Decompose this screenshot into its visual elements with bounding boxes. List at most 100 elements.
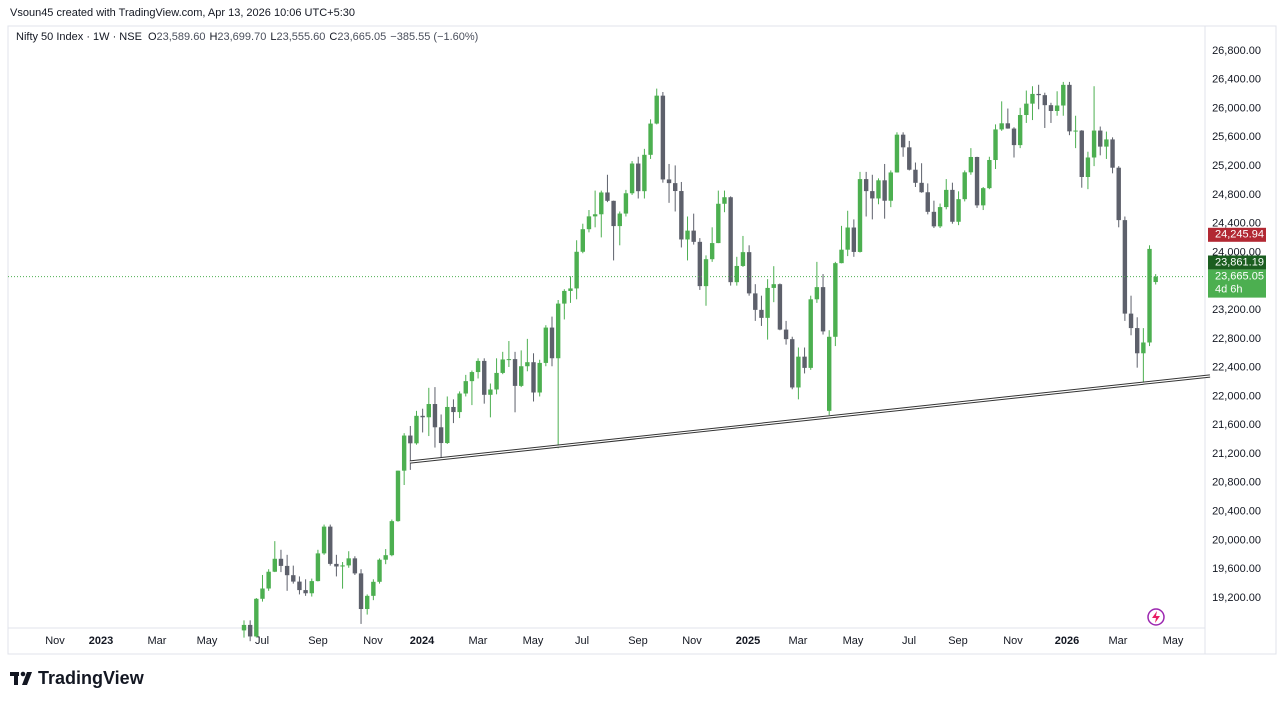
candle-body: [457, 393, 462, 413]
candle-body: [709, 243, 715, 260]
candle-body: [691, 230, 696, 242]
x-tick-label: May: [197, 635, 218, 647]
ohlc-key: H: [209, 31, 217, 43]
candle-body: [328, 526, 333, 564]
x-tick-label: Jul: [902, 635, 916, 647]
candle-body: [999, 123, 1004, 130]
candle-body: [685, 230, 690, 240]
candle-body: [1042, 95, 1047, 106]
candle-body: [1024, 103, 1029, 116]
candle-body: [531, 362, 536, 393]
y-tick-label: 26,000.00: [1212, 102, 1261, 114]
candle-body: [833, 263, 838, 337]
candle-body: [321, 526, 327, 554]
candle-body: [549, 327, 555, 359]
candle-body: [654, 95, 659, 124]
candle-body: [475, 360, 481, 373]
candle-body: [876, 180, 881, 199]
x-tick-label: Nov: [682, 635, 702, 647]
candle-body: [278, 558, 284, 566]
candle-body: [759, 309, 764, 318]
candle-body: [845, 227, 850, 250]
candle-body: [636, 163, 641, 192]
candle-body: [488, 389, 493, 395]
symbol: Nifty 50 Index · 1W · NSE: [16, 31, 142, 43]
candle-body: [340, 565, 345, 567]
candle-body: [863, 179, 869, 192]
candle-body: [993, 129, 998, 161]
x-tick-label: Mar: [469, 635, 488, 647]
change: −385.55 (−1.60%): [390, 31, 478, 43]
candle-body: [925, 192, 930, 212]
candle-body: [931, 211, 937, 227]
candle-body: [660, 95, 666, 180]
candle-body: [900, 134, 906, 148]
candle-body: [346, 558, 351, 566]
candle-body: [241, 624, 247, 631]
x-tick-label: Sep: [628, 635, 648, 647]
candle-body: [519, 366, 524, 386]
y-tick-label: 23,200.00: [1212, 304, 1261, 316]
candle-body: [389, 521, 395, 556]
candle-body: [420, 415, 425, 418]
candle-body: [383, 555, 388, 560]
candle-body: [623, 193, 629, 214]
y-tick-label: 20,800.00: [1212, 477, 1261, 489]
price-label: 23,665.05: [1215, 271, 1264, 283]
price-label-box: [1208, 255, 1266, 270]
candle-body: [1098, 130, 1103, 147]
x-tick-label: 2024: [410, 635, 435, 647]
candle-body: [445, 406, 450, 444]
candle-body: [857, 179, 863, 252]
price-label: 23,861.19: [1215, 256, 1264, 268]
y-tick-label: 20,000.00: [1212, 534, 1261, 546]
candle-body: [888, 172, 893, 201]
price-label-box: [1208, 269, 1266, 298]
candle-body: [827, 336, 832, 411]
x-tick-label: Jul: [255, 635, 269, 647]
candle-body: [648, 123, 653, 155]
candle-body: [297, 581, 302, 591]
candle-body: [568, 288, 573, 291]
candle-body: [512, 359, 518, 386]
trendline-inner: [409, 375, 1211, 463]
y-tick-label: 22,000.00: [1212, 390, 1261, 402]
candle-body: [574, 251, 579, 289]
candle-body: [426, 404, 431, 418]
x-tick-label: Mar: [789, 635, 808, 647]
alert-icon[interactable]: [1147, 608, 1165, 626]
candle-body: [746, 252, 752, 294]
candle-body: [790, 339, 795, 388]
candle-body: [1011, 128, 1017, 146]
candle-body: [247, 624, 253, 637]
candle-body: [919, 182, 924, 193]
x-tick-label: Nov: [1003, 635, 1023, 647]
candle-body: [284, 565, 290, 576]
price-label: 24,245.94: [1215, 229, 1264, 241]
candle-body: [907, 147, 912, 170]
candle-body: [771, 284, 776, 288]
candle-body: [1141, 342, 1146, 354]
candle-body: [1085, 157, 1091, 177]
candle-body: [753, 293, 758, 310]
x-tick-label: May: [523, 635, 544, 647]
candle-body: [537, 362, 542, 393]
candle-body: [703, 259, 709, 287]
candle-body: [482, 360, 487, 395]
candle-body: [303, 590, 308, 594]
y-tick-label: 22,800.00: [1212, 333, 1261, 345]
logo-part: [14, 672, 18, 685]
candle-body: [666, 179, 672, 184]
y-tick-label: 24,400.00: [1212, 218, 1261, 230]
candle-body: [629, 163, 635, 194]
candle-body: [1079, 130, 1084, 177]
candle-body: [1091, 130, 1097, 158]
candle-body: [500, 359, 505, 373]
candle-body: [1054, 105, 1060, 111]
x-tick-label: 2025: [736, 635, 760, 647]
candle-body: [1005, 123, 1011, 129]
x-tick-label: Mar: [148, 635, 167, 647]
candle-body: [697, 241, 703, 287]
candle-body: [950, 189, 955, 222]
candle-body: [1061, 84, 1066, 106]
